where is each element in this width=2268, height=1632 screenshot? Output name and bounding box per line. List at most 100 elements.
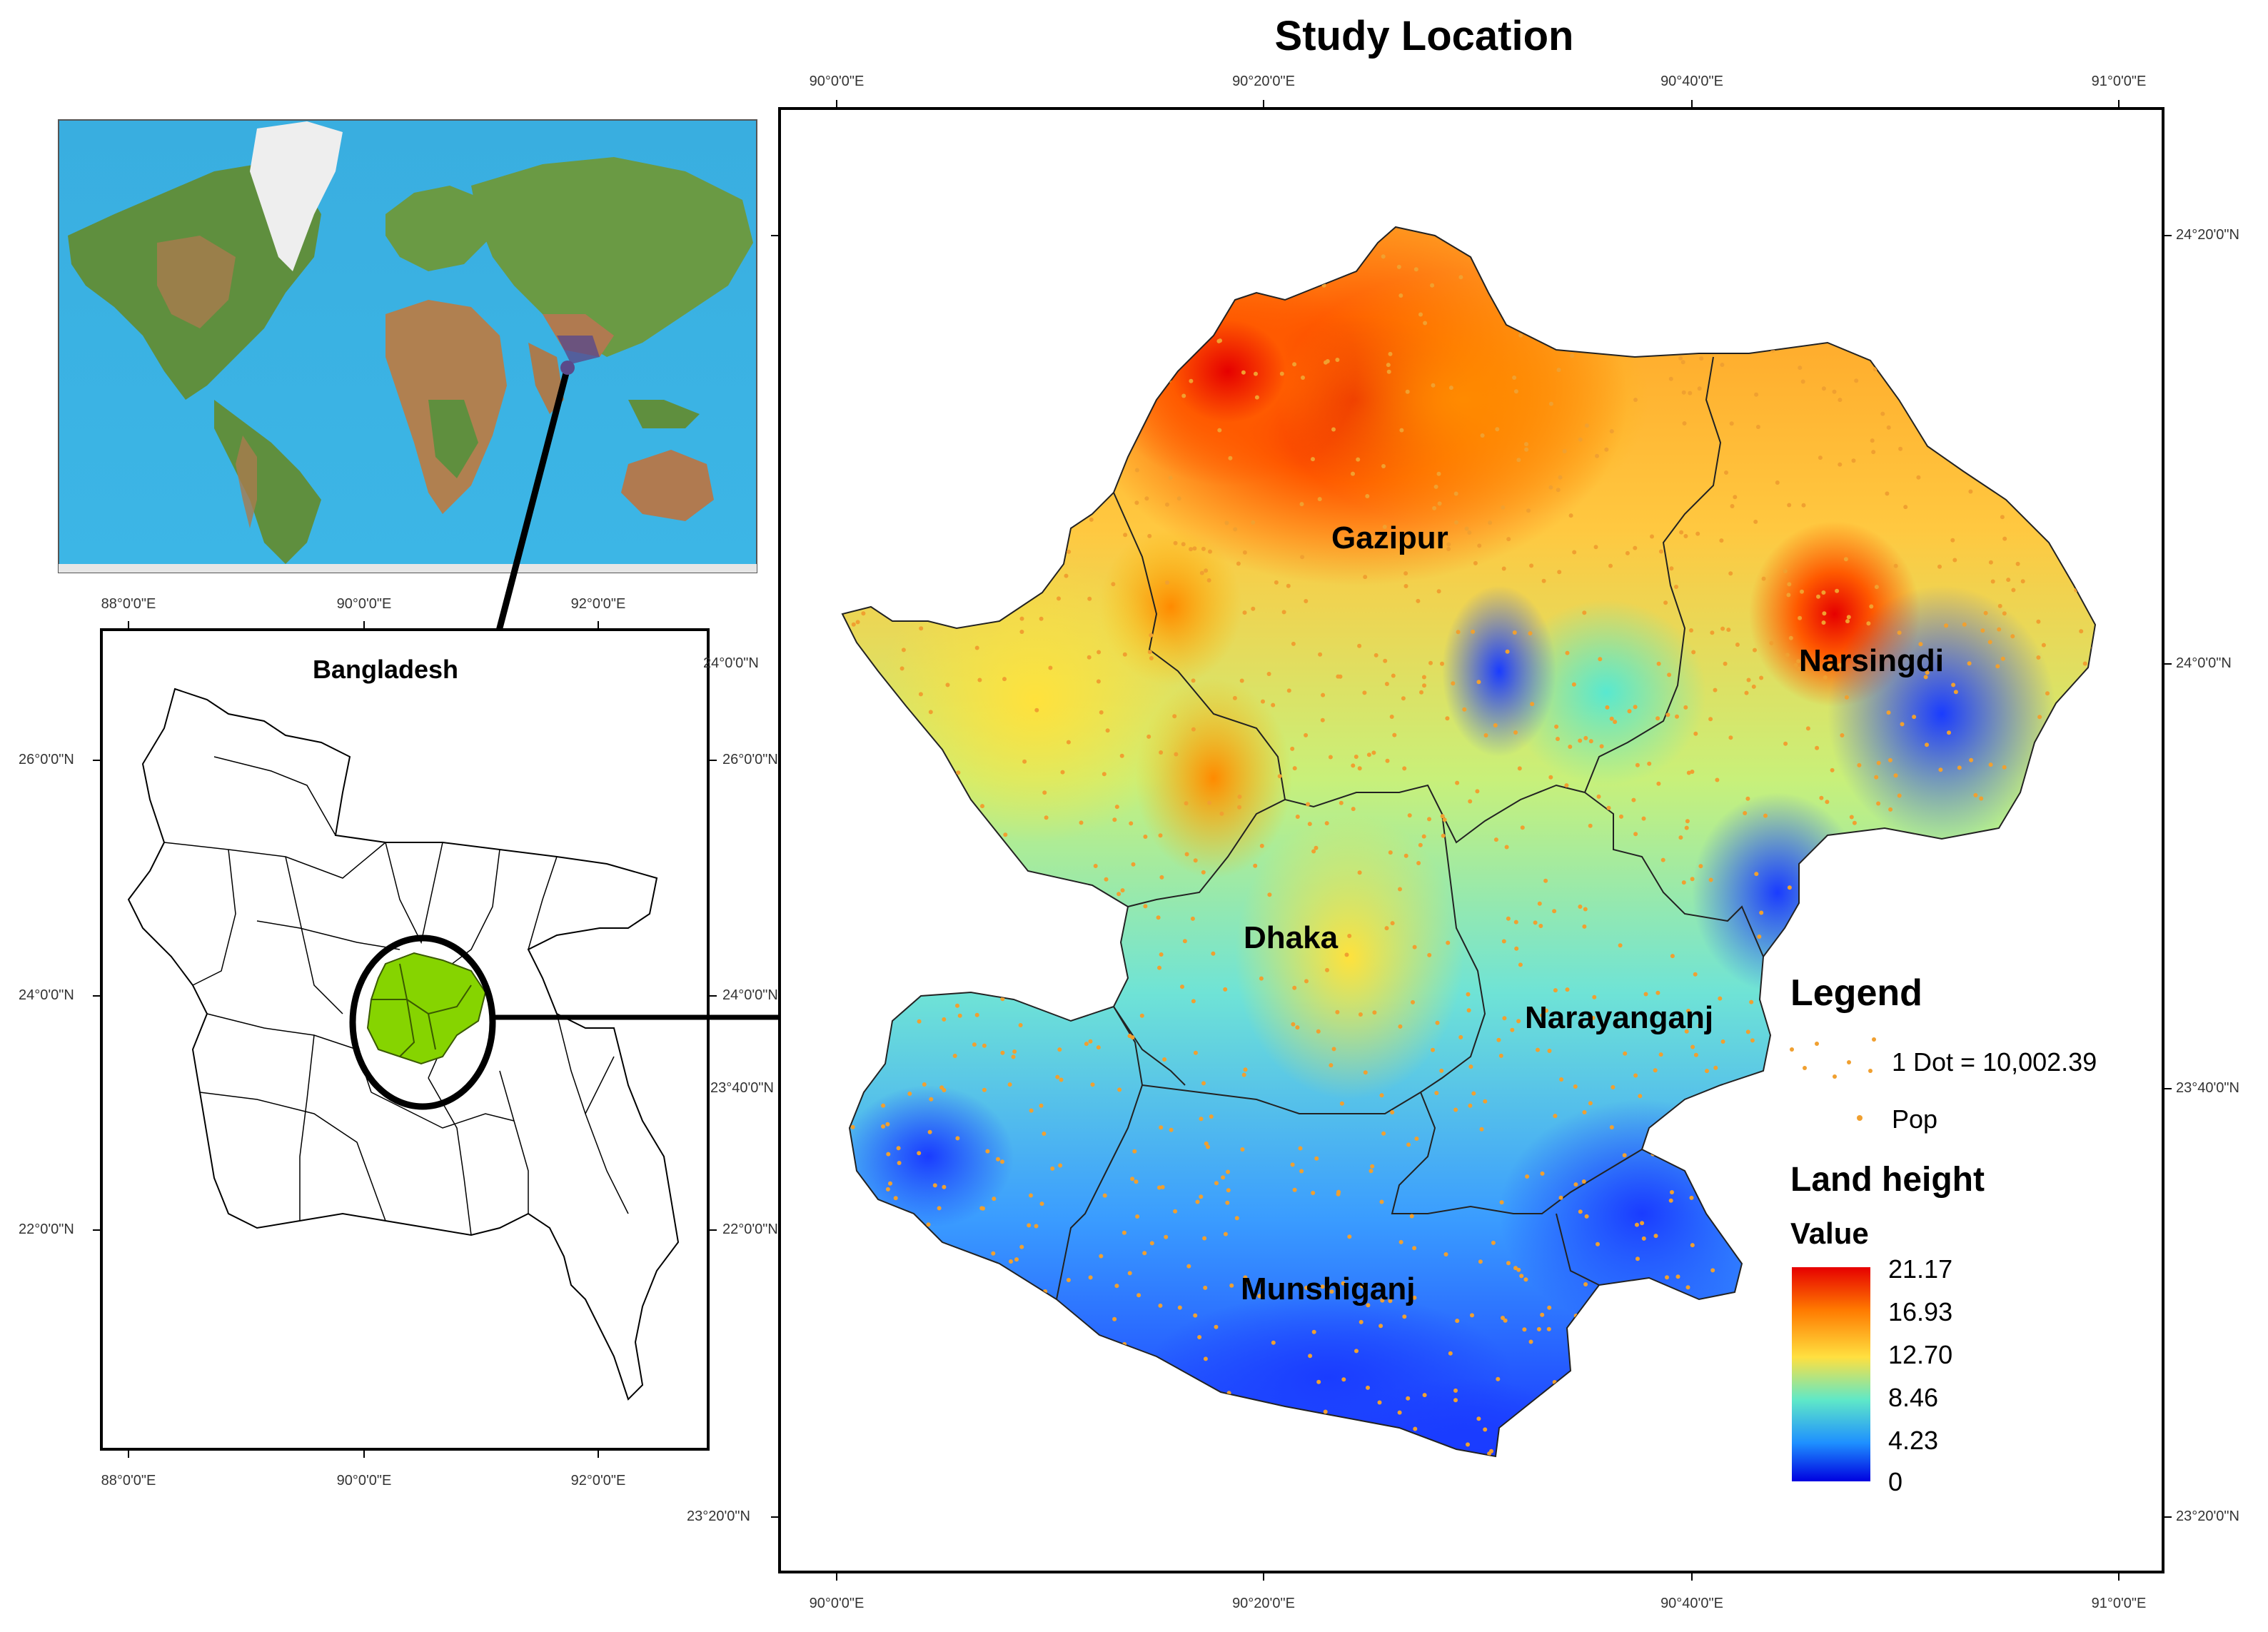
population-dot [886,1152,891,1157]
population-dot [1241,1072,1246,1077]
population-dot [1538,924,1543,928]
population-dot [937,1206,942,1211]
population-dot [1089,517,1094,522]
population-dot [1129,821,1134,826]
population-dot [1684,1029,1689,1034]
population-dot [1409,1214,1414,1219]
population-dot [1595,453,1599,458]
population-dot [1683,705,1688,710]
population-dot [1059,1077,1064,1082]
population-dot [926,1222,931,1227]
population-dot [1397,1410,1402,1415]
population-dot [1362,690,1367,695]
population-dot [1169,1127,1174,1132]
population-dot [1524,447,1529,452]
legend-land-height-title: Land height [1790,1161,1985,1199]
population-dot [1304,599,1309,603]
population-dot [1189,547,1193,552]
population-dot [1582,1110,1587,1114]
population-dot [1359,1319,1364,1324]
population-dot [942,1088,947,1092]
population-dot [1246,1280,1251,1285]
population-dot [1565,650,1570,655]
population-dot [945,682,950,687]
population-dot [1793,663,1798,668]
main-ytick-left-lowest: 23°20'0"N [687,1508,750,1524]
population-dot [955,1003,959,1008]
population-dot [985,1149,990,1154]
population-dot [1114,1284,1119,1289]
population-dot [1386,363,1391,368]
population-dot [1849,815,1854,820]
population-dot [1253,863,1258,868]
population-dot [1434,1091,1439,1095]
population-dot [1177,1305,1182,1310]
population-dot [1800,589,1804,594]
population-dot [1470,1313,1474,1318]
population-dot [1341,1377,1346,1382]
population-dot [1432,505,1437,510]
population-dot [974,1012,979,1017]
population-dot [1136,1293,1141,1298]
population-dot [1533,920,1538,925]
population-dot [1557,570,1562,575]
population-dot [1638,1094,1643,1099]
population-dot [1787,503,1792,508]
population-dot [1698,864,1703,869]
population-dot [1000,997,1005,1002]
population-dot [1656,781,1661,786]
population-dot [1130,1177,1135,1182]
population-dot [1565,987,1570,992]
population-dot [1057,1047,1062,1052]
population-dot [1398,1024,1403,1029]
population-dot [1295,815,1300,819]
population-dot [1536,1326,1541,1331]
population-dot [1980,628,1985,633]
population-dot [1366,1303,1371,1308]
population-dot [1744,690,1749,695]
population-dot [1997,603,2002,608]
legend-value-6: 0 [1888,1467,1902,1496]
population-dot [1064,573,1069,578]
population-dot [1944,623,1949,628]
population-dot [1308,1354,1313,1359]
population-dot [1520,825,1525,830]
population-dot [1990,579,1995,584]
population-dot [1997,627,2002,632]
population-dot [1562,449,1567,454]
population-dot [1003,832,1008,837]
population-dot [1251,520,1256,525]
population-dot [1019,1244,1024,1249]
population-dot [1708,877,1713,882]
population-dot [1254,395,1259,400]
population-dot [1176,496,1181,501]
inset-highlight-circle [349,935,496,1110]
population-dot [927,1129,932,1134]
population-dot [1158,833,1163,838]
population-dot [1874,775,1879,780]
population-dot [1225,1200,1230,1205]
population-dot [1304,1285,1309,1290]
population-dot [1306,802,1311,807]
population-dot [1314,1156,1319,1161]
population-dot [1751,684,1756,689]
population-dot [1206,578,1211,583]
population-dot [1168,475,1173,480]
population-dot [1763,813,1768,818]
population-dot [1369,1169,1374,1174]
population-dot [1526,508,1531,513]
population-dot [1969,757,1974,762]
population-dot [1436,471,1441,476]
population-dot [1543,878,1548,883]
population-dot [1995,664,2000,669]
population-dot [1541,578,1546,583]
population-dot [1011,1054,1016,1059]
inset-ytick-right-2: 24°0'0"N [722,987,778,1003]
population-dot [1209,1114,1214,1119]
population-dot [1286,688,1291,693]
population-dot [1398,1239,1403,1244]
population-dot [1184,852,1189,857]
population-dot [1583,1282,1588,1286]
legend-value-4: 8.46 [1888,1383,1938,1412]
population-dot [1823,675,1828,680]
